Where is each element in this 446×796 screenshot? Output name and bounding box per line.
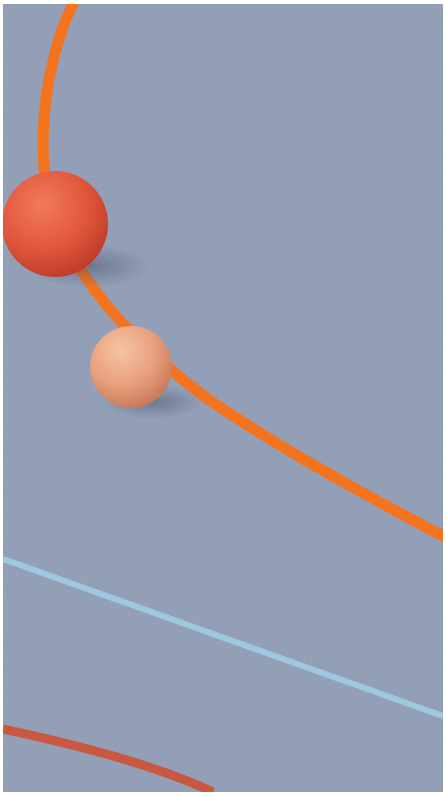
scene-canvas [3, 4, 443, 792]
light-blue-line [3, 556, 443, 719]
surface-texture [3, 4, 443, 792]
small-peach-ball [90, 326, 172, 408]
large-red-ball [3, 171, 108, 277]
red-brown-curved-line [3, 724, 215, 792]
scene-frame [3, 4, 443, 792]
